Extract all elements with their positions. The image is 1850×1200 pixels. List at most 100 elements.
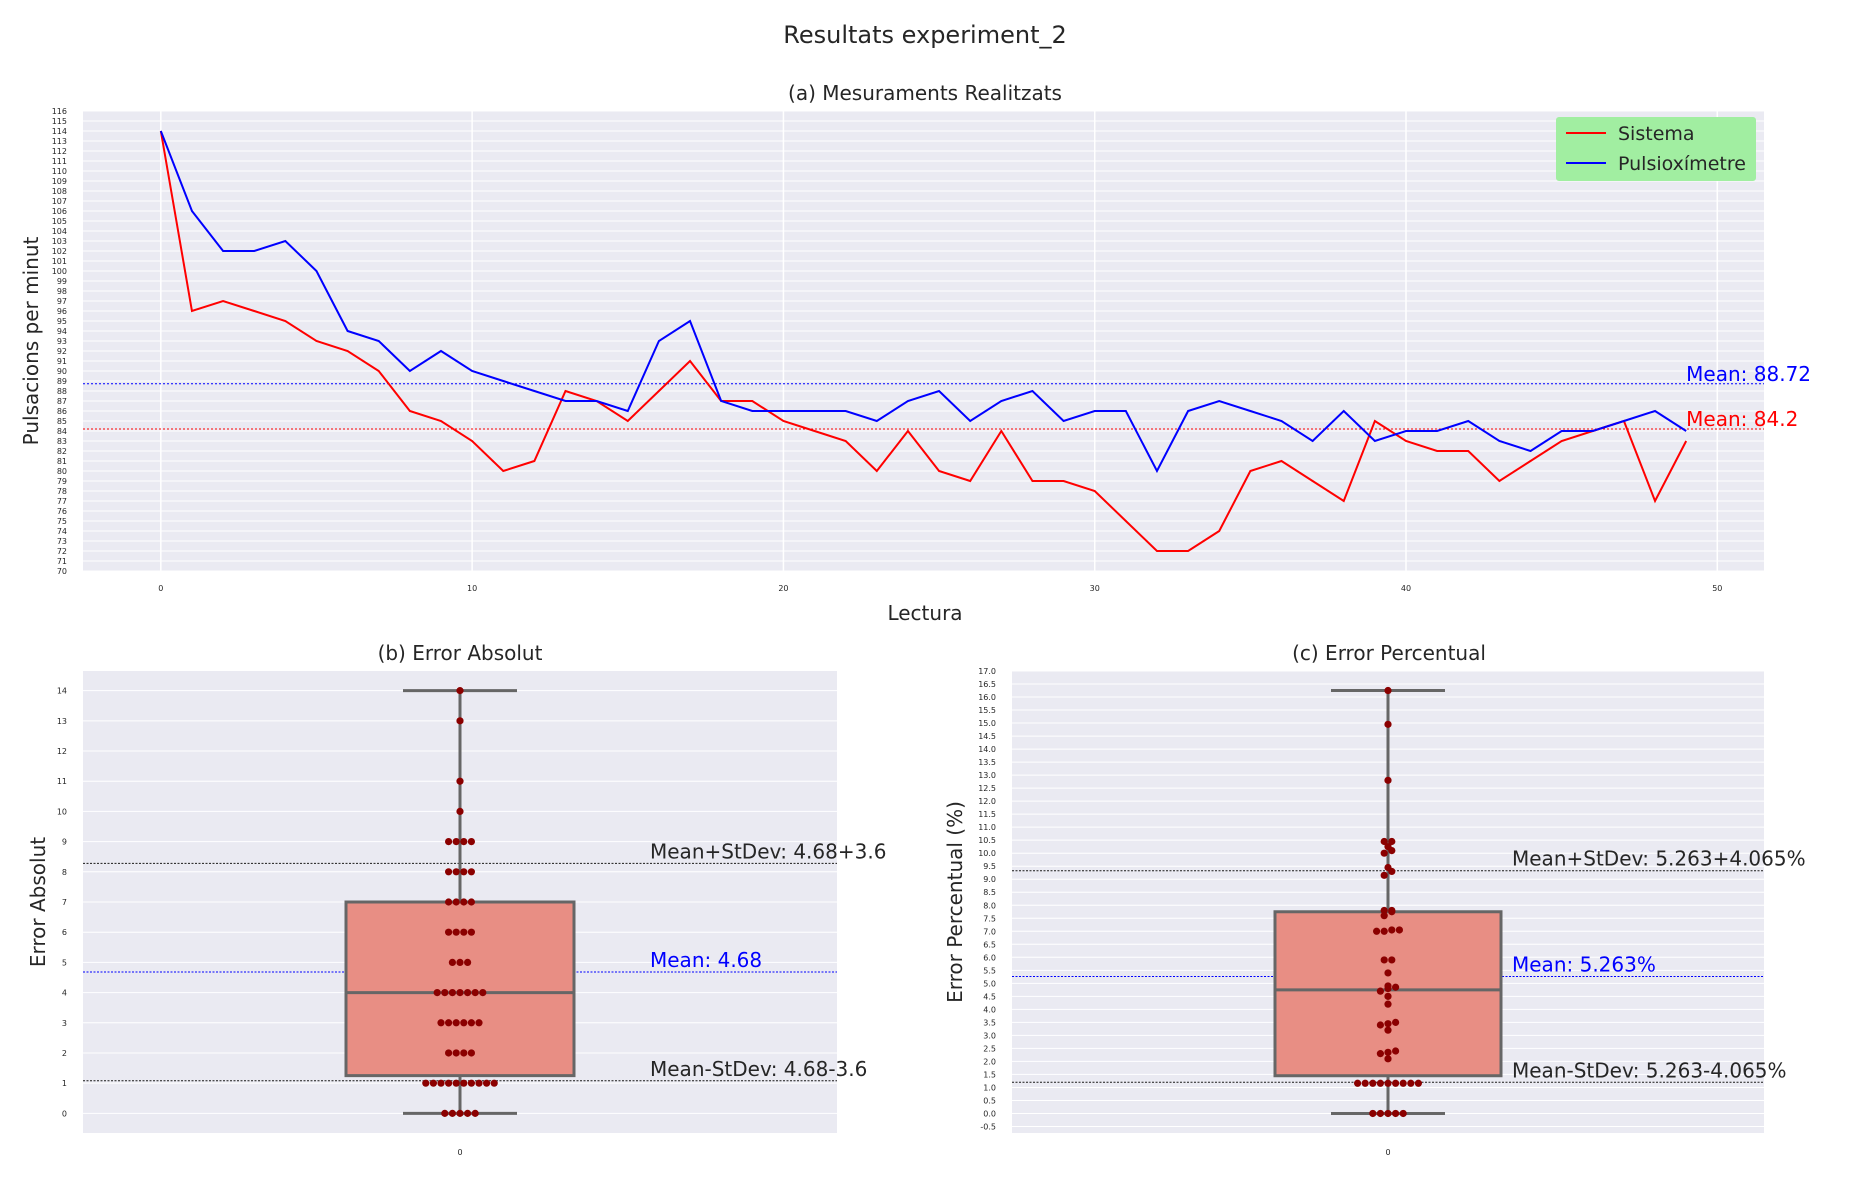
line-chart-gridlines bbox=[83, 110, 1764, 572]
y-tick-label: 0.5 bbox=[983, 1096, 996, 1105]
series-line-pulsiox-metre bbox=[159, 130, 1687, 474]
reference-label: Mean-StDev: 5.263-4.065% bbox=[1512, 1058, 1787, 1082]
data-point bbox=[456, 1109, 464, 1117]
x-tick-label: 0 bbox=[1385, 1148, 1390, 1157]
y-tick-label: 14.5 bbox=[978, 732, 996, 741]
box-plot-percent-error-panel: Mean+StDev: 5.263+4.065% Mean: 5.263% Mean… bbox=[943, 641, 1806, 1157]
y-tick-label: 8.5 bbox=[983, 888, 996, 897]
percent-error-title: (c) Error Percentual bbox=[1292, 641, 1486, 665]
y-tick-label: 11.5 bbox=[978, 810, 996, 819]
y-tick-label: 114 bbox=[52, 127, 67, 136]
y-tick-label: 1.0 bbox=[983, 1083, 996, 1092]
y-tick-label: 10.5 bbox=[978, 836, 996, 845]
y-tick-label: 2.5 bbox=[983, 1044, 996, 1053]
data-point bbox=[1384, 992, 1392, 1000]
y-tick-label: 2.0 bbox=[983, 1057, 996, 1066]
y-tick-label: 13.0 bbox=[978, 771, 996, 780]
data-point bbox=[1376, 1021, 1384, 1029]
y-tick-label: 105 bbox=[52, 217, 67, 226]
line-chart-y-label: Pulsacions per minut bbox=[19, 237, 43, 446]
data-point bbox=[1376, 1109, 1384, 1118]
data-point bbox=[471, 1109, 479, 1117]
y-tick-label: 9 bbox=[62, 838, 67, 847]
data-point bbox=[1354, 1079, 1362, 1087]
data-point bbox=[1384, 1000, 1392, 1008]
y-tick-label: 7.0 bbox=[983, 927, 996, 936]
data-point bbox=[1384, 1026, 1392, 1034]
y-tick-label: 14 bbox=[57, 687, 67, 696]
data-point bbox=[1384, 863, 1392, 872]
y-tick-label: 11.0 bbox=[978, 823, 996, 832]
y-tick-label: 5 bbox=[62, 958, 67, 967]
y-tick-label: 90 bbox=[57, 367, 67, 376]
data-point bbox=[1392, 1047, 1400, 1055]
y-tick-label: 10.0 bbox=[978, 849, 996, 858]
y-tick-label: 70 bbox=[57, 567, 67, 576]
y-tick-label: 82 bbox=[57, 447, 67, 456]
y-tick-label: 14.0 bbox=[978, 745, 996, 754]
absolute-error-title: (b) Error Absolut bbox=[378, 641, 543, 665]
data-point bbox=[1384, 1079, 1392, 1087]
data-point bbox=[1384, 1109, 1392, 1118]
interquartile-box bbox=[344, 900, 576, 1078]
y-tick-label: 13 bbox=[57, 717, 67, 726]
data-point bbox=[456, 687, 464, 695]
data-point bbox=[1388, 837, 1396, 846]
y-tick-label: 12.5 bbox=[978, 784, 996, 793]
data-point bbox=[1384, 969, 1392, 977]
y-tick-label: 5.5 bbox=[983, 966, 996, 975]
data-point bbox=[467, 898, 475, 906]
data-point bbox=[456, 777, 464, 785]
y-tick-label: 76 bbox=[57, 507, 67, 516]
data-point bbox=[448, 988, 456, 997]
x-tick-label: 30 bbox=[1090, 584, 1100, 593]
data-point bbox=[467, 928, 475, 936]
data-point bbox=[1380, 871, 1388, 879]
legend-label-pulsioximetre: Pulsioxímetre bbox=[1618, 153, 1746, 175]
data-point bbox=[456, 717, 464, 725]
reference-label: Mean+StDev: 4.68+3.6 bbox=[650, 839, 886, 863]
y-tick-label: 87 bbox=[57, 397, 67, 406]
data-point bbox=[1380, 906, 1388, 915]
reference-label: Mean: 5.263% bbox=[1512, 952, 1656, 976]
mean-label: Mean: 88.72 bbox=[1686, 362, 1811, 386]
data-point bbox=[460, 898, 468, 906]
y-tick-label: 3.5 bbox=[983, 1018, 996, 1027]
data-point bbox=[490, 1079, 498, 1087]
data-point bbox=[467, 868, 475, 876]
data-point bbox=[1373, 927, 1381, 935]
y-tick-label: 100 bbox=[52, 267, 67, 276]
data-point bbox=[1388, 926, 1396, 934]
y-tick-label: 98 bbox=[57, 287, 67, 296]
data-point bbox=[467, 1049, 475, 1057]
data-point bbox=[1369, 1079, 1377, 1087]
data-point bbox=[460, 1049, 468, 1057]
y-tick-label: 92 bbox=[57, 347, 67, 356]
data-point bbox=[1388, 906, 1396, 915]
data-point bbox=[1399, 1109, 1407, 1118]
data-point bbox=[1380, 849, 1388, 857]
y-tick-label: 115 bbox=[52, 117, 67, 126]
y-tick-label: 7.5 bbox=[983, 914, 996, 923]
x-tick-label: 0 bbox=[457, 1148, 462, 1157]
percent-error-points bbox=[1354, 686, 1422, 1118]
data-point bbox=[1407, 1079, 1415, 1087]
y-tick-label: 77 bbox=[57, 497, 67, 506]
y-tick-label: 79 bbox=[57, 477, 67, 486]
y-tick-label: 73 bbox=[57, 537, 67, 546]
data-point bbox=[452, 928, 460, 936]
series-line-sistema bbox=[159, 130, 1688, 552]
data-point bbox=[467, 1079, 475, 1087]
y-tick-label: 101 bbox=[52, 257, 67, 266]
y-tick-label: 71 bbox=[57, 557, 67, 566]
data-point bbox=[1376, 987, 1384, 995]
line-chart-panel: Mean: 88.72 Mean: 84.2 707172737475767778… bbox=[19, 81, 1811, 625]
data-point bbox=[448, 958, 456, 966]
y-tick-label: 112 bbox=[52, 147, 67, 156]
y-tick-label: 13.5 bbox=[978, 758, 996, 767]
y-tick-label: 72 bbox=[57, 547, 67, 556]
y-tick-label: 4 bbox=[62, 989, 67, 998]
y-tick-label: 111 bbox=[52, 157, 67, 166]
